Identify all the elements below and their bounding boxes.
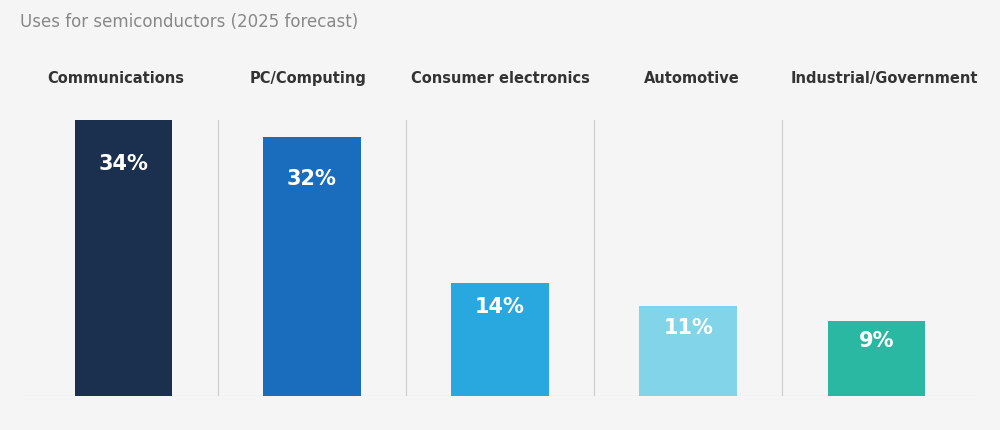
- Bar: [828, 321, 925, 396]
- Bar: [75, 120, 172, 396]
- Text: 32%: 32%: [287, 169, 337, 189]
- Text: Communications: Communications: [48, 71, 184, 86]
- Text: 9%: 9%: [859, 330, 894, 350]
- Bar: [263, 138, 361, 396]
- Text: 11%: 11%: [663, 317, 713, 337]
- Text: Uses for semiconductors (2025 forecast): Uses for semiconductors (2025 forecast): [20, 13, 358, 31]
- Text: Consumer electronics: Consumer electronics: [411, 71, 589, 86]
- Text: 34%: 34%: [99, 154, 148, 173]
- Text: 14%: 14%: [475, 296, 525, 316]
- Text: Automotive: Automotive: [644, 71, 740, 86]
- Bar: [639, 306, 737, 396]
- Text: PC/Computing: PC/Computing: [250, 71, 366, 86]
- Bar: [451, 283, 549, 396]
- Text: Industrial/Government: Industrial/Government: [790, 71, 978, 86]
